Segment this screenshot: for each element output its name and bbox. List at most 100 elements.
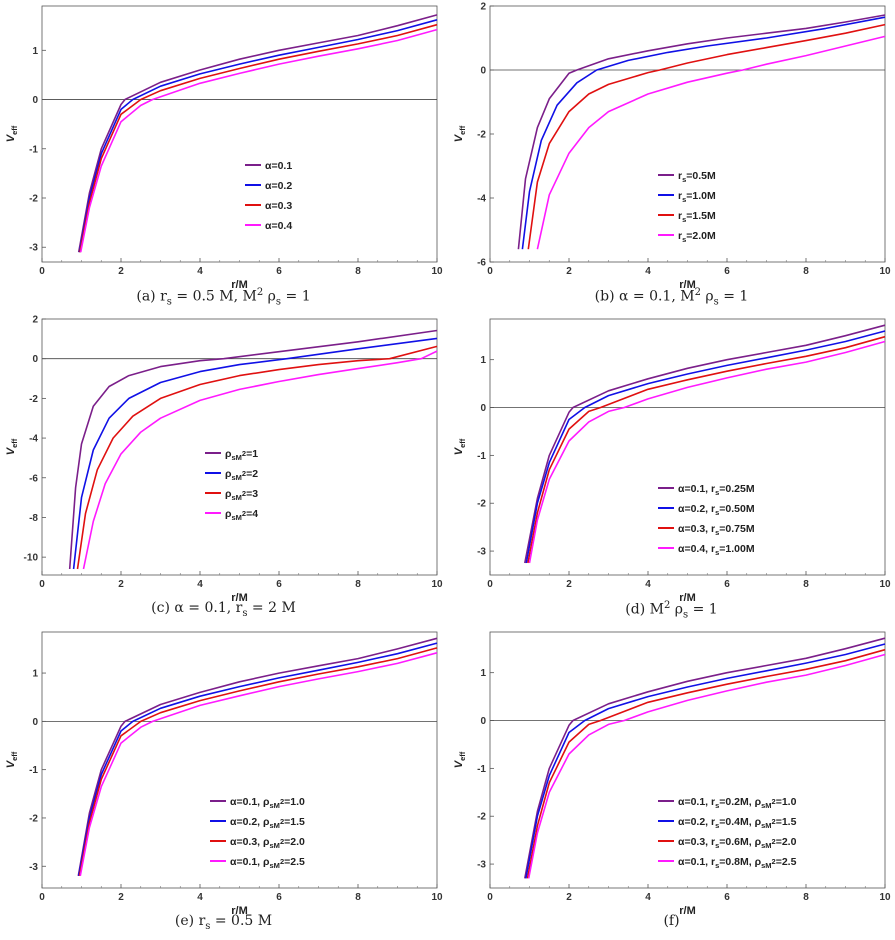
series-line-2: [525, 643, 886, 879]
legend-label: α=0.3: [265, 200, 292, 212]
series-line-3: [79, 23, 438, 253]
legend-label: ρsM2=1: [225, 448, 258, 462]
x-tick-label: 4: [197, 266, 203, 277]
y-axis-label: Veff: [5, 751, 19, 768]
chart-svg: 0 2 4 6 8 10 -10 -8 -6 -4 -2 0 2 r/M Veff ρsM2=1 ρsM2=2 ρ…: [5, 315, 443, 605]
legend-label: α=0.1, ρsM2=1.0: [230, 796, 305, 810]
legend-label: α=0.3, rs=0.75M: [678, 523, 755, 537]
x-tick-label: 2: [118, 892, 124, 903]
chart-svg: 0 2 4 6 8 10 -6 -4 -2 0 2 r/M Veff rs=0.5M rs=1.0M rs=1…: [453, 2, 891, 292]
x-axis-label: r/M: [679, 592, 696, 604]
series-line-3: [78, 647, 438, 877]
x-tick-label: 0: [39, 892, 45, 903]
x-axis-label: r/M: [231, 592, 248, 604]
x-tick-label: 0: [487, 579, 493, 590]
y-tick-label: -3: [477, 547, 486, 558]
y-axis-label: Veff: [453, 125, 467, 142]
plot-frame: [41, 631, 438, 889]
legend-label: rs=1.5M: [678, 210, 716, 224]
x-axis-label: r/M: [231, 905, 248, 917]
legend-label: α=0.3, rs=0.6M, ρsM2=2.0: [678, 836, 797, 850]
y-tick-label: -8: [29, 513, 38, 524]
y-axis-label: Veff: [453, 438, 467, 455]
y-tick-label: -4: [29, 434, 38, 445]
series-line-1: [68, 329, 438, 570]
x-tick-label: 2: [118, 579, 124, 590]
panel-caption: (a) rs = 0.5 M, M2 ρs = 1: [136, 287, 311, 308]
panel-caption: (f): [663, 913, 680, 929]
y-tick-label: -2: [477, 812, 486, 823]
x-axis-label: r/M: [679, 905, 696, 917]
series-line-4: [527, 653, 886, 879]
x-tick-label: 0: [487, 266, 493, 277]
y-tick-label: 0: [480, 403, 486, 414]
series-line-3: [527, 23, 886, 250]
series-line-2: [78, 19, 438, 253]
y-tick-label: 1: [480, 355, 486, 366]
legend-label: α=0.1, rs=0.8M, ρsM2=2.5: [678, 856, 797, 870]
series-line-3: [526, 648, 886, 879]
y-tick-label: -2: [477, 499, 486, 510]
y-tick-label: -2: [477, 130, 486, 141]
x-tick-label: 10: [431, 892, 443, 903]
panel-caption: (b) α = 0.1, M2 ρs = 1: [594, 287, 749, 308]
x-tick-label: 4: [197, 579, 203, 590]
series-line-1: [77, 14, 438, 253]
x-tick-label: 10: [879, 266, 891, 277]
series-line-4: [79, 28, 438, 253]
legend-label: ρsM2=2: [225, 468, 258, 482]
series-line-3: [76, 345, 438, 570]
x-tick-label: 4: [645, 266, 651, 277]
x-tick-label: 8: [355, 579, 361, 590]
y-tick-label: -1: [477, 764, 486, 775]
y-axis-label: Veff: [5, 125, 19, 142]
x-tick-label: 6: [724, 892, 730, 903]
chart-svg: 0 2 4 6 8 10 -3 -2 -1 0 1 r/M Veff α=0.1, ρsM2=1.0 α=0…: [5, 631, 443, 917]
series-line-4: [82, 350, 438, 570]
x-axis-label: r/M: [231, 279, 248, 291]
y-tick-label: -2: [29, 194, 38, 205]
panel-b: 0 2 4 6 8 10 -6 -4 -2 0 2 r/M Veff rs=0.5M rs=1.0M rs=1…: [448, 0, 895, 313]
y-tick-label: -6: [477, 258, 486, 269]
x-tick-label: 6: [276, 579, 282, 590]
legend-label: α=0.4, rs=1.00M: [678, 543, 755, 557]
panel-f: 0 2 4 6 8 10 -3 -2 -1 0 1 r/M Veff α=0.1, rs=0.2M, ρs…: [448, 626, 895, 939]
x-tick-label: 4: [645, 579, 651, 590]
y-tick-label: 1: [32, 46, 38, 57]
legend-label: α=0.1, rs=0.25M: [678, 483, 755, 497]
series-line-2: [525, 330, 886, 564]
x-tick-label: 8: [355, 266, 361, 277]
x-tick-label: 6: [724, 266, 730, 277]
legend-label: α=0.2, ρsM2=1.5: [230, 816, 305, 830]
series-line-1: [524, 324, 886, 564]
y-tick-label: -3: [29, 862, 38, 873]
y-tick-label: 0: [480, 716, 486, 727]
x-tick-label: 8: [803, 579, 809, 590]
y-tick-label: -4: [477, 194, 486, 205]
x-tick-label: 2: [566, 579, 572, 590]
x-tick-label: 10: [879, 892, 891, 903]
legend-label: ρsM2=4: [225, 508, 258, 522]
legend-label: rs=2.0M: [678, 230, 716, 244]
x-tick-label: 0: [487, 892, 493, 903]
y-tick-label: 2: [32, 315, 38, 326]
panel-caption: (e) rs = 0.5 M: [174, 913, 273, 932]
x-tick-label: 10: [431, 579, 443, 590]
x-tick-label: 2: [566, 892, 572, 903]
x-tick-label: 8: [803, 892, 809, 903]
chart-svg: 0 2 4 6 8 10 -3 -2 -1 0 1 r/M Veff α=0.1 α=0.2 α=0.3 α=0…: [5, 5, 443, 291]
series-line-4: [528, 340, 886, 564]
x-tick-label: 8: [803, 266, 809, 277]
y-tick-label: 2: [480, 2, 486, 13]
x-tick-label: 6: [276, 892, 282, 903]
x-tick-label: 0: [39, 266, 45, 277]
panel-caption: (c) α = 0.1, rs = 2 M: [151, 600, 296, 619]
legend-label: α=0.2, rs=0.50M: [678, 503, 755, 517]
series-line-1: [517, 14, 886, 250]
x-tick-label: 2: [566, 266, 572, 277]
panel-d: 0 2 4 6 8 10 -3 -2 -1 0 1 r/M Veff α=0.1, rs=0.25M α=0…: [448, 313, 895, 626]
y-axis-label: Veff: [5, 438, 19, 455]
x-tick-label: 2: [118, 266, 124, 277]
panel-caption: (d) M2 ρs = 1: [625, 600, 718, 621]
series-line-4: [79, 652, 438, 877]
